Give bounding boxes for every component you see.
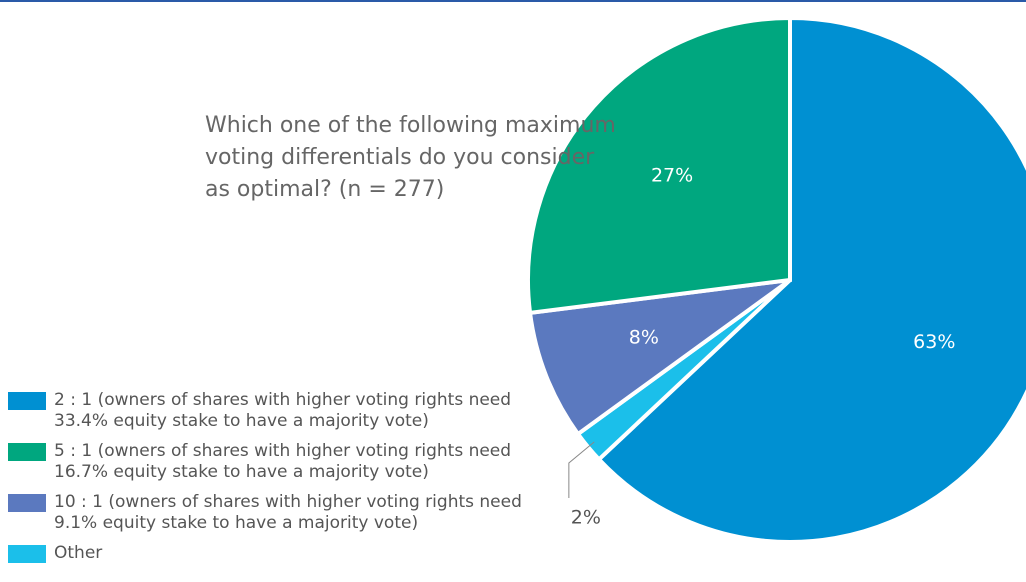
top-border bbox=[0, 0, 1026, 2]
legend-swatch bbox=[8, 392, 46, 410]
pie-slice bbox=[526, 15, 792, 316]
legend-entry: 2 : 1 (owners of shares with higher voti… bbox=[8, 390, 568, 432]
leader-line bbox=[568, 441, 595, 498]
legend-label: 2 : 1 (owners of shares with higher voti… bbox=[54, 390, 512, 431]
legend-swatch bbox=[8, 443, 46, 461]
legend-label: 10 : 1 (owners of shares with higher vot… bbox=[54, 492, 522, 533]
data-label: 8% bbox=[629, 326, 659, 348]
chart-title: Which one of the following maximum votin… bbox=[205, 113, 616, 202]
legend-entry: 5 : 1 (owners of shares with higher voti… bbox=[8, 441, 568, 483]
legend-swatch bbox=[8, 494, 46, 512]
legend-entry: 10 : 1 (owners of shares with higher vot… bbox=[8, 492, 568, 534]
legend: 2 : 1 (owners of shares with higher voti… bbox=[8, 390, 568, 573]
pie-slice bbox=[596, 15, 1026, 544]
data-label: 2% bbox=[571, 506, 601, 528]
pie-slice bbox=[527, 278, 792, 437]
legend-label: Other bbox=[54, 543, 103, 563]
data-label: 27% bbox=[651, 165, 693, 187]
legend-entry: Other bbox=[8, 543, 568, 564]
legend-swatch bbox=[8, 545, 46, 563]
legend-label: 5 : 1 (owners of shares with higher voti… bbox=[54, 441, 512, 482]
data-label: 63% bbox=[913, 331, 955, 353]
